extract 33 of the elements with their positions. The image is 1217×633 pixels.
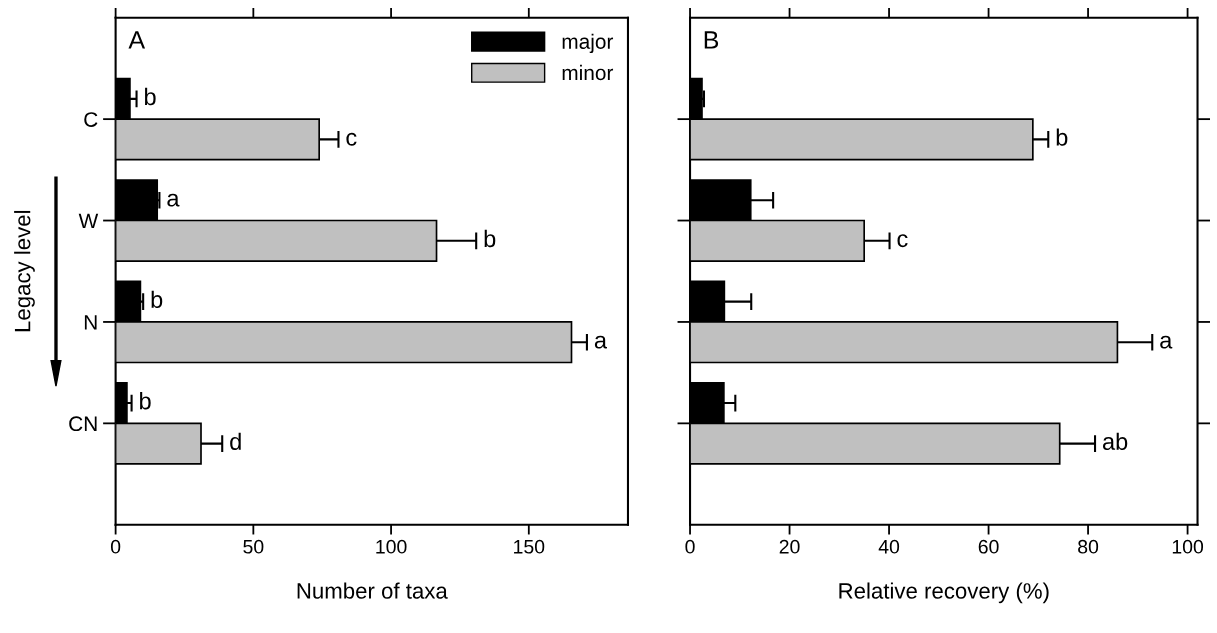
x-tick-label: 80: [1078, 539, 1099, 554]
data-label: b: [484, 229, 496, 248]
data-label: b: [151, 290, 163, 308]
chart-title: A: [128, 31, 146, 49]
x-tick-label: 40: [878, 539, 900, 554]
data-label: ab: [1102, 432, 1128, 450]
x-tick-label: 60: [978, 539, 999, 554]
y-tick-label: C: [84, 112, 98, 127]
x-tick-label: 150: [514, 539, 545, 554]
x-tick-label: 20: [779, 539, 800, 554]
legend-label: major: [562, 33, 614, 54]
x-tick-label: 100: [376, 539, 407, 554]
x-tick-label: 0: [685, 539, 695, 554]
data-label: b: [1056, 128, 1068, 146]
x-tick-label: 50: [243, 539, 264, 554]
chart-title: B: [704, 31, 719, 49]
x-tick-label: 100: [1172, 539, 1204, 554]
data-label: d: [230, 432, 241, 450]
data-label: a: [1160, 335, 1173, 349]
x-axis-title: Relative recovery (%): [839, 582, 1049, 604]
y-axis-title: Legacy level: [14, 210, 35, 332]
data-label: b: [140, 392, 151, 410]
data-label: a: [594, 335, 607, 349]
legend-label: minor: [562, 64, 614, 81]
data-label: b: [145, 87, 156, 106]
y-tick-label: CN: [69, 416, 97, 432]
x-tick-label: 0: [110, 539, 121, 554]
data-label: a: [167, 193, 180, 207]
data-label: c: [897, 234, 908, 248]
y-tick-label: W: [78, 213, 99, 229]
data-label: c: [346, 132, 357, 146]
x-axis-title: Number of taxa: [297, 582, 448, 599]
y-tick-label: N: [84, 315, 97, 330]
